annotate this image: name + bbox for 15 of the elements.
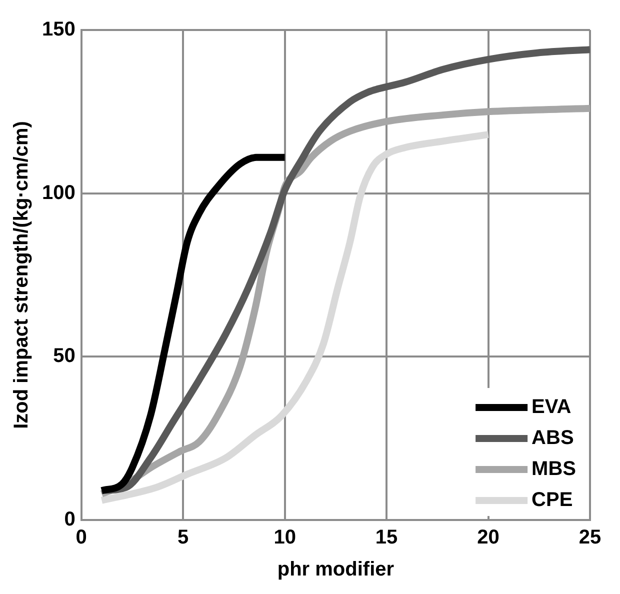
y-axis-title: Izod impact strength/(kg·cm/cm) [10, 121, 33, 429]
legend-label: CPE [532, 489, 573, 512]
y-tick-label: 100 [42, 182, 76, 204]
y-tick-label: 0 [64, 508, 76, 531]
x-tick-label: 25 [578, 526, 602, 549]
legend-label: EVA [532, 396, 572, 418]
legend-label: ABS [532, 427, 574, 450]
x-tick-label: 10 [274, 526, 296, 549]
y-tick-label: 150 [42, 18, 76, 41]
y-tick-label: 50 [53, 345, 76, 368]
legend-label: MBS [532, 458, 576, 480]
x-tick-label: 15 [375, 526, 398, 549]
x-axis-title: phr modifier [277, 558, 394, 581]
x-tick-label: 5 [178, 526, 189, 549]
x-tick-label: 20 [477, 526, 500, 549]
